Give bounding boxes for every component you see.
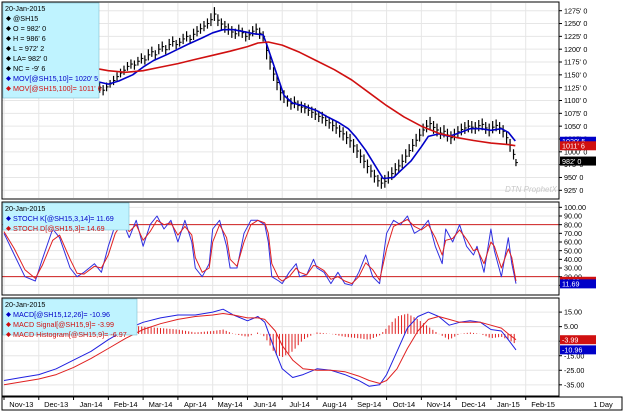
last-value-box <box>560 141 596 151</box>
watermark: DTN ProphetX <box>505 185 558 194</box>
y-tick-label: 40.00 <box>564 255 582 264</box>
legend-entry: MOV[@SH15,10]= 1020' 5 <box>13 74 98 83</box>
x-tick-label: Feb-14 <box>114 400 138 409</box>
legend-entry: O = 982' 0 <box>13 24 46 33</box>
x-axis-strip <box>1 396 623 411</box>
y-tick-label: 1100' 0 <box>564 96 587 105</box>
legend-box <box>2 2 100 99</box>
last-value-label: -10.96 <box>562 346 582 355</box>
y-tick-label: -15.00 <box>564 351 584 360</box>
last-value-box <box>560 279 596 289</box>
legend-entry: 20-Jan-2015 <box>5 300 45 309</box>
y-tick-label: 1250' 0 <box>564 19 587 28</box>
legend-marker <box>6 312 11 317</box>
legend-entry: L = 972' 2 <box>13 44 44 53</box>
x-tick-label: Aug-14 <box>322 400 346 409</box>
last-value-box <box>560 136 596 146</box>
y-tick-label: 30.00 <box>564 264 582 273</box>
legend-entry: STOCH D[@SH15,3]= 14.69 <box>13 224 105 233</box>
macd-panel-frame <box>1 297 560 397</box>
y-tick-label: 15.00 <box>564 308 582 317</box>
y-tick-label: 1150' 0 <box>564 70 587 79</box>
x-tick-label: Feb-15 <box>531 400 555 409</box>
legend-marker <box>6 86 11 91</box>
axis-layer: Nov-13 Dec-13 Jan-14 Feb-14 Mar-14 Apr-14 May-… <box>3 6 596 409</box>
legend-entry: MACD[@SH15,12,26]= -10.96 <box>13 310 110 319</box>
legend-entry: MACD Histogram[@SH15,9]= -6.97 <box>13 330 127 339</box>
legend-marker <box>6 322 11 327</box>
legend-marker <box>6 46 11 51</box>
x-axis-right-label: 1 Day <box>593 400 613 409</box>
x-tick-label: Oct-14 <box>393 400 416 409</box>
x-tick-label: Sep-14 <box>357 400 381 409</box>
legend-marker <box>6 66 11 71</box>
x-tick-label: Jun-14 <box>253 400 276 409</box>
y-tick-label: 100.00 <box>564 203 586 212</box>
y-tick-label: 1000' 0 <box>564 147 587 156</box>
x-tick-label: Apr-14 <box>184 400 207 409</box>
y-tick-label: 5.00 <box>564 322 578 331</box>
y-tick-label: -35.00 <box>564 380 584 389</box>
last-value-label: 982' 0 <box>562 157 581 166</box>
legend-marker <box>6 216 11 221</box>
legend-entry: @SH15 <box>13 14 38 23</box>
last-value-box <box>560 345 596 355</box>
legend-box <box>2 202 130 231</box>
legend-entry: MACD Signal[@SH15,9]= -3.99 <box>13 320 114 329</box>
y-tick-label: 1225' 0 <box>564 32 587 41</box>
series-line-signal <box>3 313 517 386</box>
x-tick-label: Jan-15 <box>497 400 520 409</box>
y-tick-label: 1200' 0 <box>564 45 587 54</box>
x-tick-label: Mar-14 <box>149 400 173 409</box>
x-tick-label: Dec-13 <box>44 400 68 409</box>
legend-entry: LA= 982' 0 <box>13 54 47 63</box>
y-tick-label: 925' 0 <box>564 186 583 195</box>
stochastic-panel-frame <box>1 201 560 296</box>
y-tick-label: 1125' 0 <box>564 83 587 92</box>
legend-marker <box>6 26 11 31</box>
x-tick-label: Jan-14 <box>79 400 102 409</box>
y-tick-label: 1275' 0 <box>564 6 587 15</box>
legend-box <box>2 298 138 336</box>
legend-entry: 20-Jan-2015 <box>5 204 45 213</box>
y-tick-label: 70.00 <box>564 229 582 238</box>
last-value-label: 1011' 6 <box>562 142 585 151</box>
legend-entry: H = 986' 6 <box>13 34 46 43</box>
legend-entry: MOV[@SH15,100]= 1011' 6 <box>13 84 102 93</box>
series-line-ma100 <box>83 41 516 147</box>
series-line-stoch_d <box>3 219 517 285</box>
last-value-label: 11.69 <box>562 280 579 289</box>
y-tick-label: -25.00 <box>564 366 584 375</box>
y-tick-label: 20.00 <box>564 272 582 281</box>
legend-entry: NC = -9' 6 <box>13 64 45 73</box>
last-value-label: -3.99 <box>562 336 578 345</box>
legend-entry: 20-Jan-2015 <box>5 4 45 13</box>
last-value-box <box>560 335 596 345</box>
legend-marker <box>6 16 11 21</box>
last-value-box <box>560 156 596 166</box>
legend-entry: STOCH K[@SH15,3,14]= 11.69 <box>13 214 114 223</box>
plot-layer <box>2 7 559 387</box>
legend-marker <box>6 36 11 41</box>
y-tick-label: 1175' 0 <box>564 58 587 67</box>
x-tick-label: Dec-14 <box>461 400 485 409</box>
x-tick-label: May-14 <box>218 400 243 409</box>
legend-marker <box>6 332 11 337</box>
y-tick-label: 50.00 <box>564 246 582 255</box>
y-tick-label: 60.00 <box>564 238 582 247</box>
y-tick-label: 90.00 <box>564 212 582 221</box>
x-tick-label: Nov-13 <box>9 400 33 409</box>
y-tick-label: 950' 0 <box>564 173 583 182</box>
legend-marker <box>6 56 11 61</box>
legend-marker <box>6 226 11 231</box>
y-tick-label: 1050' 0 <box>564 122 587 131</box>
y-tick-label: 1075' 0 <box>564 109 587 118</box>
x-tick-label: Nov-14 <box>427 400 451 409</box>
x-tick-label: Jul-14 <box>289 400 309 409</box>
legend-marker <box>6 76 11 81</box>
y-tick-label: 80.00 <box>564 220 582 229</box>
